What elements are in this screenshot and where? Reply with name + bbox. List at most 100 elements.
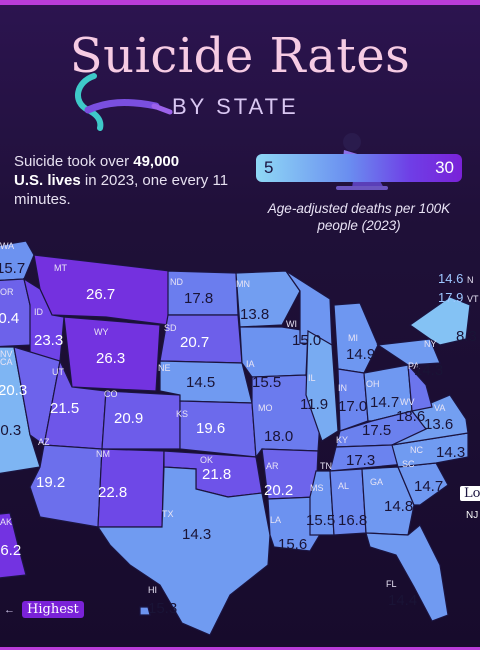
state-value-ia: 15.5 [252,374,281,391]
state-value-hi: 15.3 [148,600,177,617]
state-abbr-ut: UT [52,367,64,377]
state-ca [0,346,41,475]
state-value-nc: 14.3 [436,444,465,461]
state-value-sd: 20.7 [180,334,209,351]
legend-max: 30 [435,158,454,177]
state-abbr-hi: HI [148,585,157,595]
state-abbr-nc: NC [410,445,423,455]
state-abbr-wi: WI [286,319,297,329]
state-abbr-or: OR [0,287,14,297]
state-abbr-pa: PA [408,361,419,371]
state-abbr-oh: OH [366,379,380,389]
legend-caption: Age-adjusted deaths per 100K people (202… [267,201,451,233]
state-abbr-ks: KS [176,409,188,419]
state-abbr-ak: AK [0,517,12,527]
state-value-ut: 21.5 [50,400,79,417]
state-abbr-fl: FL [386,579,397,589]
page-subtitle: BY STATE [172,94,299,119]
state-value-ga: 14.8 [384,498,413,515]
state-mn [235,270,301,328]
state-value-wy: 26.3 [96,350,125,367]
state-abbr-wa: WA [0,241,14,251]
state-ga [361,466,415,536]
state-value-or: 20.4 [0,310,19,327]
intro-text: Suicide took over 49,000 U.S. lives in 2… [14,152,244,209]
state-value-oh: 14.7 [370,394,399,411]
state-value-ak: 26.2 [0,542,21,559]
state-va [391,394,469,446]
state-il [305,329,339,442]
state-value-wv: 18.6 [396,408,425,425]
state-abbr-wv: WV [400,397,415,407]
state-wv [407,363,433,412]
intro-text-a: Suicide took over [14,153,134,170]
state-abbr-wy: WY [94,327,109,337]
state-abbr-sd: SD [164,323,177,333]
state-value-tn: 17.3 [346,452,375,469]
state-value-id: 23.3 [34,332,63,349]
state-value-ok: 21.8 [202,466,231,483]
state-tx [96,466,271,636]
state-value-al: 16.8 [338,512,367,529]
state-value-nd: 17.8 [184,290,213,307]
highest-badge: Highest [22,601,84,618]
state-fl [365,524,449,622]
state-abbr-mo: MO [258,403,273,413]
page-title: Suicide Rates [69,28,411,84]
state-value-in: 17.0 [338,398,367,415]
state-mi [333,302,379,374]
state-value-ca: 10.3 [0,422,21,439]
state-ak [0,512,27,579]
state-abbr-ny: NY [424,339,437,349]
state-value-sc: 14.7 [414,478,443,495]
state-value-ky: 17.5 [362,422,391,439]
lowest-badge: Lo [460,486,480,501]
state-abbr-az: AZ [38,437,50,447]
nh-value: 14.6 [438,271,464,286]
state-mo [251,374,321,459]
intro-us-lives: U.S. lives [14,172,81,189]
state-ms [309,470,335,536]
state-abbr-sc: SC [402,459,415,469]
intro-deaths: 49,000 [133,153,180,170]
state-abbr-ne: NE [158,363,171,373]
state-id [23,277,65,362]
state-abbr-nm: NM [96,449,110,459]
state-abbr-nd: ND [170,277,183,287]
state-value-ar: 20.2 [264,482,293,499]
vt-abbr: VT [466,294,479,304]
state-ny [408,296,471,346]
state-value-fl: 14.4 [388,592,417,609]
state-value-pa: 14.3 [414,362,443,379]
state-pa [376,338,441,366]
state-abbr-la: LA [270,515,281,525]
nh-abbr: N [466,275,474,285]
state-hi [139,606,151,616]
nj-label: NJ [466,510,479,521]
arrow-icon: ← [4,604,15,616]
state-value-mn: 13.8 [240,306,269,323]
legend-color-scale: 5 30 [256,154,462,182]
northeast-values: 14.6 N 17.9 VT [438,270,478,308]
legend-min: 5 [264,158,274,177]
state-labels: WA 15.7 OR 20.4 CA 10.3 AK 26.2 MT 26.7 ID 23.3 WY 26… [0,241,477,617]
state-abbr-id: ID [34,307,44,317]
state-value-la: 15.6 [278,536,307,553]
state-abbr-il: IL [308,373,316,383]
state-value-mt: 26.7 [86,286,115,303]
state-abbr-ok: OK [200,455,213,465]
state-abbr-mn: MN [236,279,250,289]
state-abbr-ms: MS [310,483,324,493]
state-abbr-tx: TX [162,509,174,519]
state-value-ks: 19.6 [196,420,225,437]
state-abbr-ca: CA [0,357,13,367]
state-shapes [0,240,471,636]
state-value-mi: 14.9 [346,346,375,363]
state-value-nm: 22.8 [98,484,127,501]
state-abbr-nv: NV [0,349,13,359]
bottom-border [0,647,480,650]
state-value-tx: 14.3 [182,526,211,543]
awareness-ribbon-icon [75,73,173,131]
state-abbr-co: CO [104,389,118,399]
state-value-ms: 15.5 [306,512,335,529]
